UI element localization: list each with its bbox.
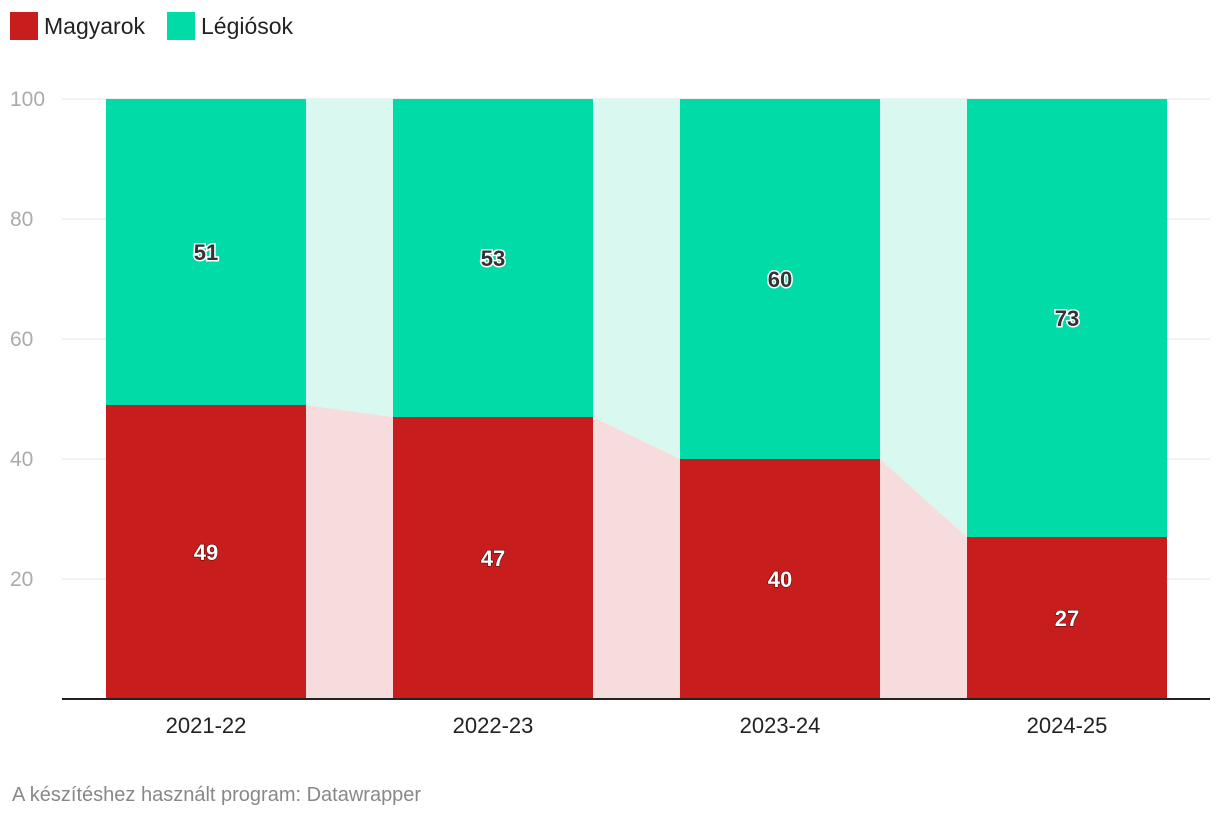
legend-label-legiosok: Légiósok (200, 12, 294, 39)
value-label-magyarok-2022-23: 47 (481, 546, 505, 571)
legend-swatch-legiosok (166, 12, 195, 40)
bar-legiosok-2021-22 (106, 99, 306, 405)
connector-band-magyarok-3 (880, 459, 967, 699)
value-label-magyarok-2021-22: 49 (194, 540, 218, 565)
bar-legiosok-2024-25 (967, 99, 1167, 537)
value-label-legiosok-2024-25: 73 (1055, 306, 1079, 331)
bar-magyarok-2022-23 (393, 417, 593, 699)
footer-credit: A készítéshez használt program: Datawrap… (12, 784, 422, 806)
value-label-legiosok-2022-23: 53 (481, 246, 505, 271)
value-label-legiosok-2023-24: 60 (768, 267, 792, 292)
y-tick-label-80: 80 (10, 208, 33, 231)
value-label-magyarok-2023-24: 40 (768, 567, 792, 592)
y-tick-label-20: 20 (10, 568, 33, 591)
connector-band-legiosok-2 (593, 99, 680, 459)
connector-band-legiosok-3 (880, 99, 967, 537)
bar-magyarok-2024-25 (967, 537, 1167, 699)
value-label-legiosok-2021-22: 51 (194, 240, 218, 265)
connector-band-magyarok-2 (593, 417, 680, 699)
bar-legiosok-2022-23 (393, 99, 593, 417)
y-tick-label-40: 40 (10, 448, 33, 471)
legend-swatch-magyarok (10, 12, 38, 40)
y-tick-label-60: 60 (10, 328, 33, 351)
bar-legiosok-2023-24 (680, 99, 880, 459)
legend-item-legiosok: Légiósok (166, 12, 294, 40)
connector-band-magyarok-1 (306, 405, 393, 699)
x-tick-label-2021-22: 2021-22 (166, 713, 247, 738)
x-tick-label-2023-24: 2023-24 (740, 713, 821, 738)
x-tick-label-2022-23: 2022-23 (453, 713, 534, 738)
value-label-magyarok-2024-25: 27 (1055, 606, 1079, 631)
legend: Magyarok Légiósok (10, 12, 293, 40)
y-tick-label-100: 100 (10, 88, 45, 111)
bar-magyarok-2021-22 (106, 405, 306, 699)
legend-item-magyarok: Magyarok (10, 12, 145, 40)
bar-magyarok-2023-24 (680, 459, 880, 699)
connector-band-legiosok-1 (306, 99, 393, 417)
legend-label-magyarok: Magyarok (44, 12, 145, 39)
x-tick-label-2024-25: 2024-25 (1027, 713, 1108, 738)
